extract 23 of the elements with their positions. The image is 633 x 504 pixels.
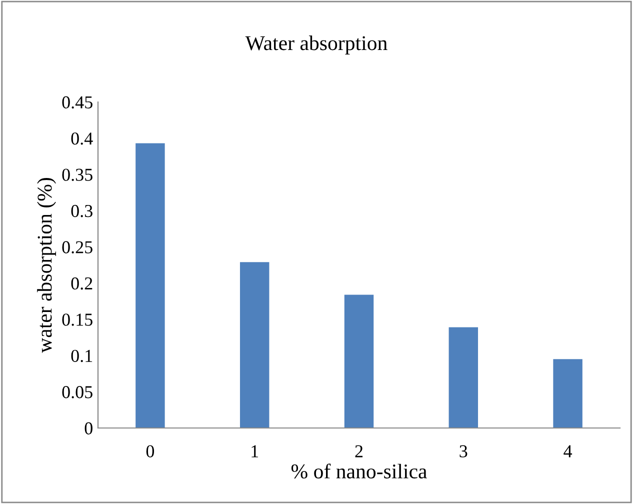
x-tick-label: 0 <box>146 445 154 458</box>
x-axis-title: % of nano-silica <box>291 464 427 479</box>
x-tick-label: 3 <box>460 445 468 458</box>
y-tick-label: 0.4 <box>71 132 93 145</box>
x-tick-label: 4 <box>564 445 572 458</box>
y-tick-label: 0 <box>84 422 92 434</box>
x-tick-label: 1 <box>252 445 258 458</box>
bar <box>553 359 582 428</box>
y-tick-label: 0.25 <box>62 241 92 254</box>
y-tick-label: 0.35 <box>62 168 92 181</box>
bar <box>240 262 270 428</box>
y-tick-label: 0.15 <box>62 314 92 326</box>
y-tick-label: 0.3 <box>71 204 92 218</box>
x-tick-label: 2 <box>355 445 363 458</box>
bar <box>344 294 374 428</box>
y-axis-title: water absorption (%) <box>37 178 56 353</box>
y-tick-label: 0.05 <box>62 386 92 398</box>
chart-title: Water absorption <box>245 36 388 54</box>
y-tick-label: 0.2 <box>71 277 92 290</box>
y-tick-label: 0.1 <box>71 350 92 362</box>
bar <box>448 327 478 428</box>
bar <box>136 143 165 428</box>
y-tick-label: 0.45 <box>62 96 92 109</box>
